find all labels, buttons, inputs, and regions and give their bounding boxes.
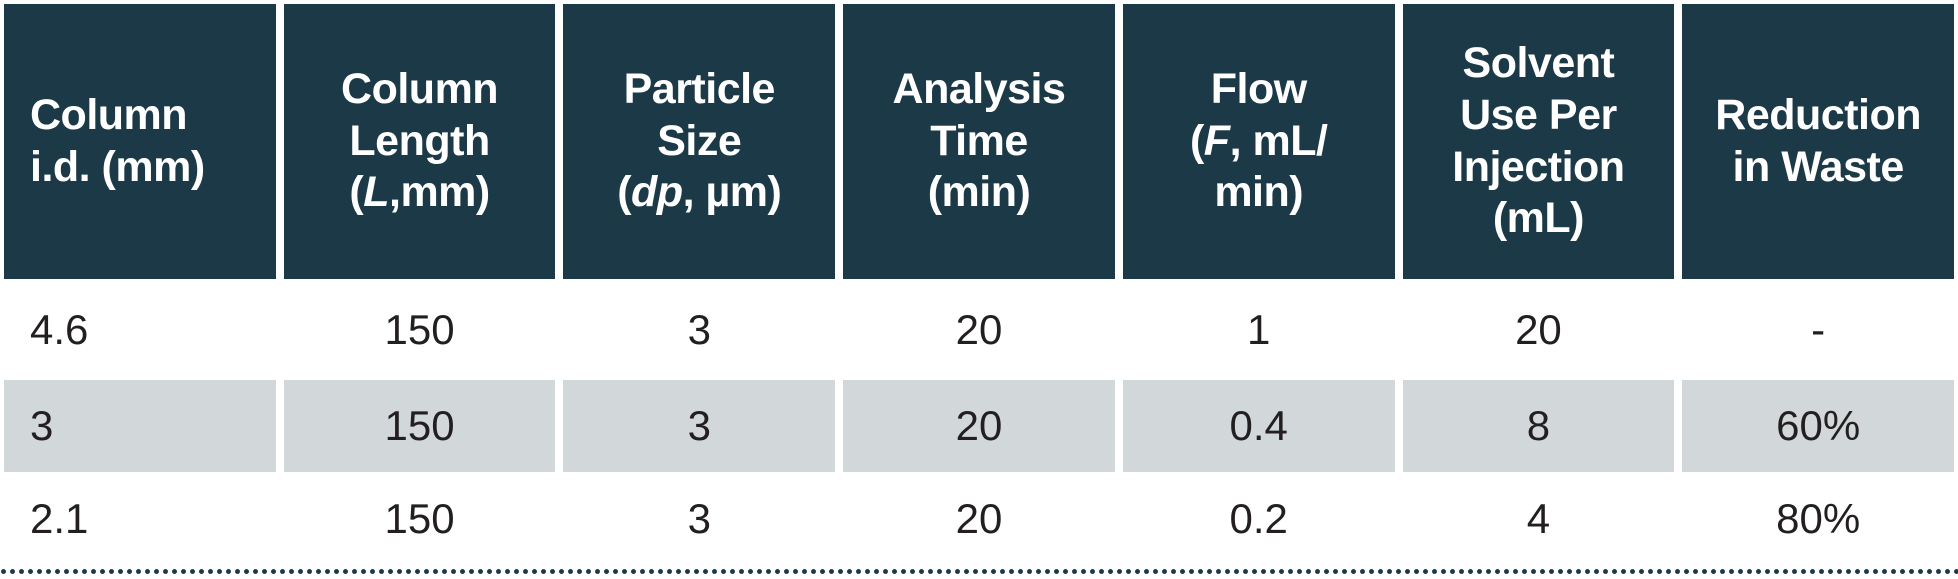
header-line: (dp, µm) <box>617 168 782 217</box>
header-line: Length <box>349 116 490 165</box>
table-cell: 8 <box>1402 380 1675 472</box>
table-row: 2.1 150 3 20 0.2 4 80% <box>4 472 1954 566</box>
header-line: Particle <box>623 65 776 114</box>
header-line: Use Per <box>1460 90 1617 139</box>
header-cell-analysis-time: Analysis Time (min) <box>843 4 1115 279</box>
table-cell: 4.6 <box>30 305 89 353</box>
dotted-divider <box>0 568 1958 575</box>
header-line: (L,mm) <box>349 168 490 217</box>
table-cell: 0.4 <box>1122 380 1395 472</box>
header-line: (F, mL/ <box>1189 116 1328 165</box>
header-line: (mL) <box>1492 194 1585 243</box>
header-line: min) <box>1214 168 1304 217</box>
header-line: Solvent <box>1462 39 1615 88</box>
header-line: i.d. (mm) <box>30 142 205 191</box>
table-cell: 150 <box>384 495 455 542</box>
header-cell-column-length: Column Length (L,mm) <box>283 4 556 279</box>
table-cell: - <box>1811 305 1826 353</box>
header-line: in Waste <box>1732 142 1905 191</box>
table-cell: 2.1 <box>30 495 89 542</box>
header-line: Reduction <box>1715 90 1921 139</box>
header-line: Injection <box>1452 142 1625 191</box>
table-cell: 20 <box>843 380 1115 472</box>
header-cell-flow: Flow (F, mL/ min) <box>1122 4 1395 279</box>
header-line: Size <box>657 116 742 165</box>
table-row-shaded: 3 150 3 20 0.4 8 60% <box>4 380 1954 472</box>
table-cell: 20 <box>955 495 1003 542</box>
header-line: (min) <box>927 168 1031 217</box>
table-cell: 0.2 <box>1229 495 1288 542</box>
table-cell: 1 <box>1247 305 1271 353</box>
table-cell: 3 <box>563 380 836 472</box>
header-line: Column <box>30 90 188 139</box>
table-cell: 20 <box>1515 305 1562 353</box>
table-row: 4.6 150 3 20 1 20 - <box>4 279 1954 380</box>
table-cell: 3 <box>4 380 276 472</box>
header-cell-column-id: Column i.d. (mm) <box>4 4 276 279</box>
table-cell: 20 <box>955 305 1003 353</box>
header-cell-particle-size: Particle Size (dp, µm) <box>563 4 836 279</box>
header-line: Analysis <box>892 65 1066 114</box>
table-cell: 3 <box>687 495 711 542</box>
header-line: Time <box>930 116 1028 165</box>
table-cell: 80% <box>1776 495 1861 542</box>
header-line: Column <box>341 65 499 114</box>
table-cell: 3 <box>687 305 711 353</box>
table-cell: 150 <box>384 305 455 353</box>
header-cell-reduction-in-waste: Reduction in Waste <box>1682 4 1954 279</box>
header-line: Flow <box>1210 65 1307 114</box>
table-cell: 60% <box>1682 380 1954 472</box>
table-cell: 4 <box>1526 495 1551 542</box>
header-cell-solvent-use: Solvent Use Per Injection (mL) <box>1402 4 1675 279</box>
table-cell: 150 <box>283 380 556 472</box>
table-header-row: Column i.d. (mm) Column Length (L,mm) Pa… <box>4 4 1954 279</box>
